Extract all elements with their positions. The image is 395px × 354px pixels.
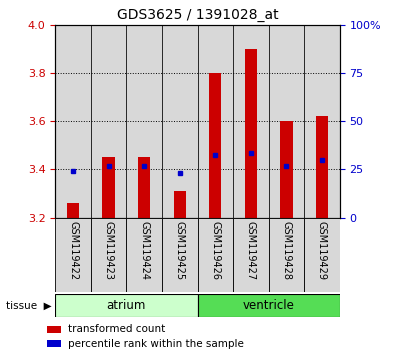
Text: GSM119422: GSM119422: [68, 222, 78, 281]
Text: GSM119423: GSM119423: [103, 222, 114, 280]
Bar: [198, 25, 233, 218]
Bar: [304, 25, 340, 218]
Text: percentile rank within the sample: percentile rank within the sample: [68, 339, 244, 349]
Bar: [233, 218, 269, 292]
Bar: [162, 218, 198, 292]
Bar: [162, 25, 198, 218]
Bar: [209, 73, 222, 218]
Bar: [198, 294, 340, 317]
Bar: [269, 25, 304, 218]
Bar: [102, 158, 115, 218]
Bar: [126, 218, 162, 292]
Text: ventricle: ventricle: [243, 299, 295, 312]
Bar: [67, 203, 79, 218]
Text: GSM119428: GSM119428: [281, 222, 292, 280]
Bar: [55, 294, 198, 317]
Text: GSM119424: GSM119424: [139, 222, 149, 280]
Bar: [280, 121, 293, 218]
Text: GSM119429: GSM119429: [317, 222, 327, 280]
Text: tissue  ▶: tissue ▶: [6, 300, 51, 310]
Title: GDS3625 / 1391028_at: GDS3625 / 1391028_at: [117, 8, 278, 22]
Bar: [55, 218, 91, 292]
Bar: [233, 25, 269, 218]
Bar: [47, 340, 61, 347]
Text: GSM119425: GSM119425: [175, 222, 185, 281]
Bar: [269, 218, 304, 292]
Bar: [55, 25, 91, 218]
Bar: [316, 116, 328, 218]
Bar: [138, 158, 150, 218]
Text: GSM119427: GSM119427: [246, 222, 256, 281]
Bar: [245, 49, 257, 218]
Bar: [91, 218, 126, 292]
Bar: [47, 326, 61, 333]
Bar: [126, 25, 162, 218]
Text: transformed count: transformed count: [68, 324, 165, 335]
Bar: [91, 25, 126, 218]
Bar: [198, 218, 233, 292]
Bar: [304, 218, 340, 292]
Bar: [173, 191, 186, 218]
Text: atrium: atrium: [107, 299, 146, 312]
Text: GSM119426: GSM119426: [210, 222, 220, 280]
